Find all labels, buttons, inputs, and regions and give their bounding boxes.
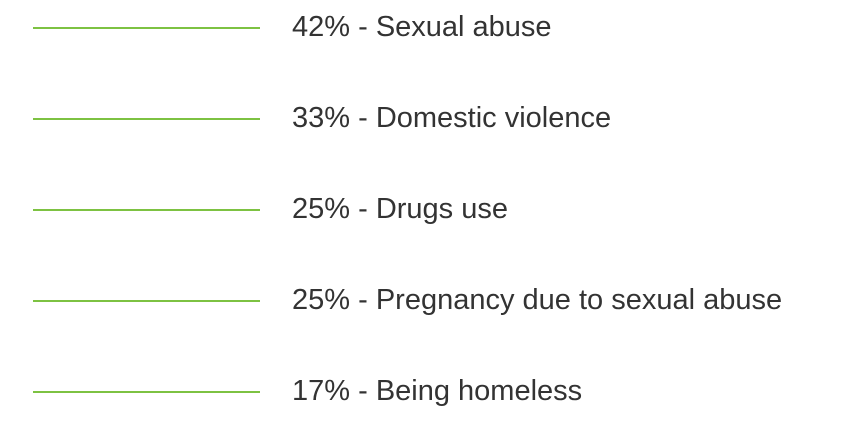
green-rule	[33, 300, 260, 302]
list-item: 42% - Sexual abuse	[0, 7, 842, 48]
item-text: 25% - Pregnancy due to sexual abuse	[292, 284, 783, 316]
list-item: 25% - Drugs use	[0, 189, 842, 230]
green-rule	[33, 118, 260, 120]
item-text: 17% - Being homeless	[292, 375, 583, 407]
green-rule	[33, 27, 260, 29]
item-text: 33% - Domestic violence	[292, 102, 612, 134]
list-item: 25% - Pregnancy due to sexual abuse	[0, 280, 842, 321]
green-rule	[33, 391, 260, 393]
list-item: 17% - Being homeless	[0, 371, 842, 412]
item-text: 25% - Drugs use	[292, 193, 508, 225]
list-item: 33% - Domestic violence	[0, 98, 842, 139]
item-text: 42% - Sexual abuse	[292, 11, 552, 43]
green-rule	[33, 209, 260, 211]
